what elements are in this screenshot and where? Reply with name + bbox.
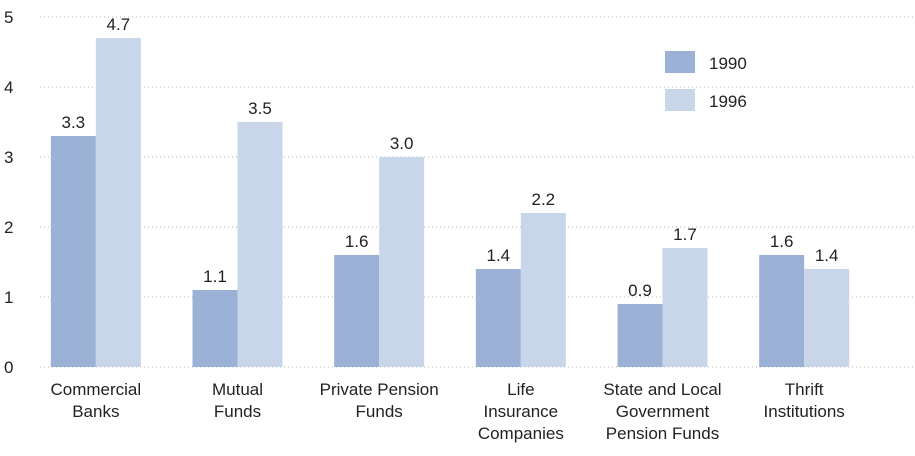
bar xyxy=(617,304,663,367)
y-tick-label: 3 xyxy=(4,148,13,167)
data-label: 3.5 xyxy=(248,99,272,118)
data-label: 1.6 xyxy=(345,232,369,251)
x-tick-label: Mutual Funds xyxy=(212,380,263,421)
legend-swatch xyxy=(665,89,695,111)
y-tick-label: 2 xyxy=(4,218,13,237)
x-tick-label: Private Pension Funds xyxy=(320,380,439,421)
bar xyxy=(95,38,141,367)
bar xyxy=(520,213,566,367)
bar xyxy=(237,122,283,367)
x-tick-label: State and Local Government Pension Funds xyxy=(603,380,721,443)
data-label: 3.0 xyxy=(390,134,414,153)
y-tick-label: 1 xyxy=(4,288,13,307)
data-label: 1.4 xyxy=(815,246,839,265)
y-tick-label: 4 xyxy=(4,78,13,97)
bar xyxy=(334,255,380,367)
bar xyxy=(759,255,805,367)
legend-label: 1990 xyxy=(709,54,747,73)
bar xyxy=(804,269,850,367)
data-label: 1.6 xyxy=(770,232,794,251)
bar xyxy=(475,269,521,367)
x-tick-label: Life Insurance Companies xyxy=(478,380,564,443)
data-label: 2.2 xyxy=(532,190,556,209)
legend-label: 1996 xyxy=(709,92,747,111)
bar xyxy=(379,157,425,367)
bar xyxy=(50,136,96,367)
bar xyxy=(662,248,708,367)
x-tick-label: Thrift Institutions xyxy=(764,380,845,421)
data-label: 1.1 xyxy=(203,267,227,286)
data-label: 0.9 xyxy=(628,281,652,300)
x-tick-label: Commercial Banks xyxy=(50,380,141,421)
y-tick-label: 0 xyxy=(4,358,13,377)
data-label: 4.7 xyxy=(107,15,131,34)
legend-swatch xyxy=(665,51,695,73)
data-label: 1.7 xyxy=(673,225,697,244)
bar xyxy=(192,290,238,367)
data-label: 3.3 xyxy=(62,113,86,132)
y-tick-label: 5 xyxy=(4,8,13,27)
data-label: 1.4 xyxy=(487,246,511,265)
